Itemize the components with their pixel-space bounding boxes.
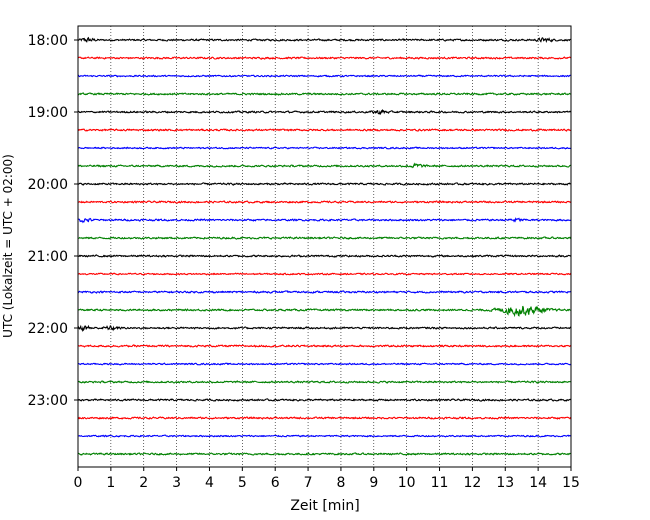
x-tick-label: 15 (562, 475, 580, 491)
trace-1830 (77, 74, 572, 78)
trace-1845 (77, 92, 572, 96)
trace-1800 (77, 36, 572, 44)
y-tick-label: 22:00 (28, 321, 68, 337)
y-tick-label: 18:00 (28, 33, 68, 49)
plot-frame (77, 25, 572, 468)
x-tick-label: 0 (74, 475, 83, 491)
x-tick-label: 8 (336, 475, 345, 491)
x-tick-label: 7 (304, 475, 313, 491)
trace-2330 (77, 434, 572, 438)
trace-2015 (77, 200, 572, 204)
trace-group (77, 36, 572, 456)
trace-2100 (77, 254, 572, 258)
plot-background (78, 26, 571, 467)
trace-1930 (77, 146, 572, 150)
y-tick-label: 23:00 (28, 393, 68, 409)
y-tick-label: 20:00 (28, 177, 68, 193)
trace-2145 (77, 305, 572, 318)
trace-2345 (77, 452, 572, 456)
x-tick-label: 6 (271, 475, 280, 491)
trace-2115 (77, 272, 572, 276)
x-axis-label: Zeit [min] (290, 498, 359, 514)
y-axis-label: UTC (Lokalzeit = UTC + 02:00) (1, 154, 15, 338)
x-tick-label: 13 (496, 475, 514, 491)
trace-1815 (77, 56, 572, 60)
y-tick-label: 19:00 (28, 105, 68, 121)
x-tick-label: 11 (431, 475, 449, 491)
trace-1945 (77, 162, 572, 169)
trace-2215 (77, 344, 572, 348)
trace-2045 (78, 236, 572, 240)
trace-2230 (77, 362, 572, 366)
trace-2300 (77, 398, 572, 402)
trace-2000 (77, 182, 572, 186)
x-tick-label: 1 (106, 475, 115, 491)
x-tick-label: 10 (398, 475, 416, 491)
x-tick-label: 2 (139, 475, 148, 491)
trace-1900 (77, 108, 572, 116)
x-tick-label: 4 (205, 475, 214, 491)
trace-2200 (77, 324, 572, 333)
x-tick-label: 14 (529, 475, 547, 491)
x-tick-label: 3 (172, 475, 181, 491)
trace-2130 (77, 290, 572, 294)
trace-2245 (77, 380, 572, 384)
x-tick-label: 12 (463, 475, 481, 491)
x-tick-label: 9 (369, 475, 378, 491)
x-tick-label: 5 (238, 475, 247, 491)
trace-2315 (77, 416, 572, 420)
trace-1915 (77, 128, 572, 132)
trace-2030 (77, 217, 572, 224)
y-tick-label: 21:00 (28, 249, 68, 265)
y-axis: 18:00 19:00 20:00 21:00 22:00 23:00 (28, 33, 78, 409)
x-axis: 0 1 2 3 4 5 6 7 8 9 10 11 12 13 14 15 (74, 467, 580, 491)
